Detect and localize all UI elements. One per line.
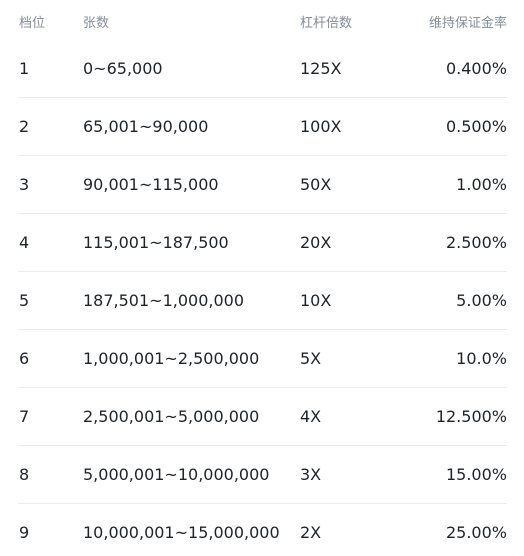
cell-tier: 4	[19, 233, 30, 252]
cell-tier: 6	[19, 349, 30, 368]
row-divider	[18, 387, 507, 388]
cell-mmr: 15.00%	[445, 465, 507, 484]
table-row: 5 187,501~1,000,000 10X 5.00%	[0, 272, 524, 330]
cell-quantity: 187,501~1,000,000	[83, 291, 244, 310]
table-row: 1 0~65,000 125X 0.400%	[0, 40, 524, 98]
cell-leverage: 50X	[300, 175, 332, 194]
cell-leverage: 100X	[300, 117, 342, 136]
header-tier: 档位	[19, 16, 46, 31]
row-divider	[18, 155, 507, 156]
table-row: 9 10,000,001~15,000,000 2X 25.00%	[0, 504, 524, 556]
cell-quantity: 10,000,001~15,000,000	[83, 523, 280, 542]
table-header: 档位 张数 杠杆倍数 维持保证金率	[0, 0, 524, 40]
cell-mmr: 12.500%	[435, 407, 507, 426]
cell-mmr: 0.500%	[445, 117, 507, 136]
cell-tier: 2	[19, 117, 30, 136]
cell-mmr: 2.500%	[445, 233, 507, 252]
table-row: 3 90,001~115,000 50X 1.00%	[0, 156, 524, 214]
cell-tier: 7	[19, 407, 30, 426]
cell-tier: 9	[19, 523, 30, 542]
table-row: 6 1,000,001~2,500,000 5X 10.0%	[0, 330, 524, 388]
table-row: 7 2,500,001~5,000,000 4X 12.500%	[0, 388, 524, 446]
cell-tier: 1	[19, 59, 30, 78]
cell-quantity: 115,001~187,500	[83, 233, 229, 252]
cell-quantity: 2,500,001~5,000,000	[83, 407, 260, 426]
cell-quantity: 90,001~115,000	[83, 175, 219, 194]
cell-tier: 5	[19, 291, 30, 310]
table-row: 2 65,001~90,000 100X 0.500%	[0, 98, 524, 156]
cell-leverage: 5X	[300, 349, 322, 368]
row-divider	[18, 271, 507, 272]
row-divider	[18, 329, 507, 330]
header-maintenance-margin-rate: 维持保证金率	[428, 16, 507, 31]
row-divider	[18, 97, 507, 98]
cell-quantity: 1,000,001~2,500,000	[83, 349, 260, 368]
header-leverage: 杠杆倍数	[300, 16, 353, 31]
cell-leverage: 3X	[300, 465, 322, 484]
cell-mmr: 5.00%	[456, 291, 507, 310]
row-divider	[18, 213, 507, 214]
cell-quantity: 65,001~90,000	[83, 117, 209, 136]
cell-mmr: 0.400%	[445, 59, 507, 78]
cell-leverage: 125X	[300, 59, 342, 78]
cell-mmr: 10.0%	[456, 349, 507, 368]
cell-leverage: 10X	[300, 291, 332, 310]
cell-tier: 8	[19, 465, 30, 484]
table-row: 4 115,001~187,500 20X 2.500%	[0, 214, 524, 272]
cell-quantity: 5,000,001~10,000,000	[83, 465, 270, 484]
row-divider	[18, 445, 507, 446]
cell-mmr: 25.00%	[445, 523, 507, 542]
cell-leverage: 20X	[300, 233, 332, 252]
cell-quantity: 0~65,000	[83, 59, 163, 78]
table-row: 8 5,000,001~10,000,000 3X 15.00%	[0, 446, 524, 504]
header-quantity: 张数	[83, 16, 110, 31]
cell-tier: 3	[19, 175, 30, 194]
cell-mmr: 1.00%	[456, 175, 507, 194]
cell-leverage: 4X	[300, 407, 322, 426]
row-divider	[18, 503, 507, 504]
cell-leverage: 2X	[300, 523, 322, 542]
